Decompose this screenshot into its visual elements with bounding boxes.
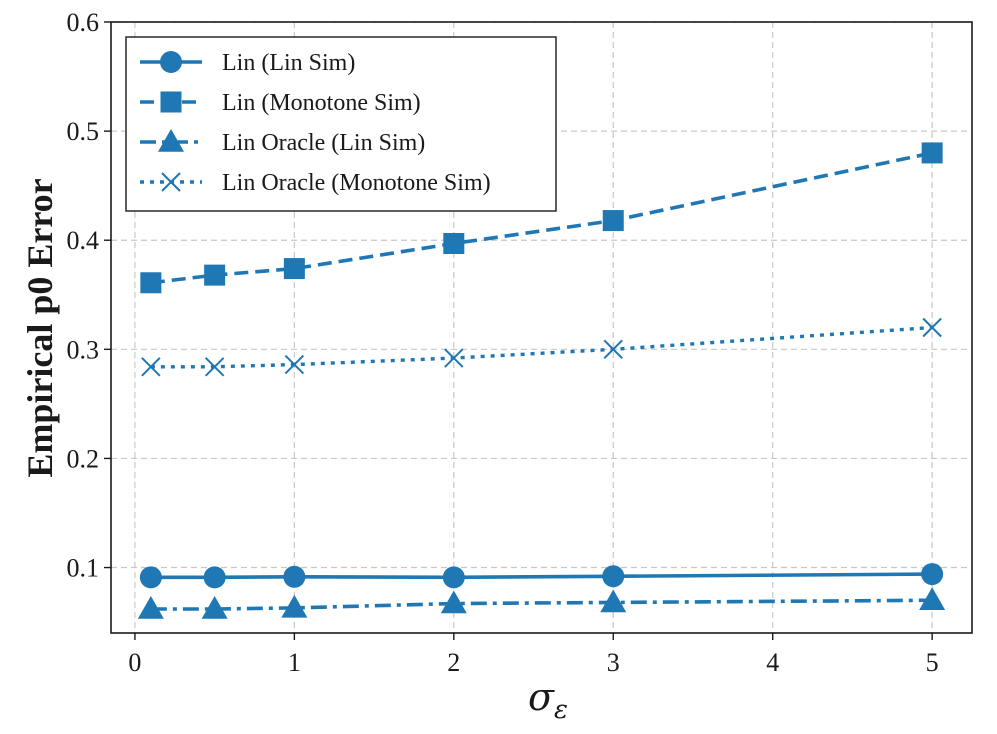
data-point (283, 258, 305, 280)
y-tick-label: 0.4 (67, 226, 100, 255)
y-tick-label: 0.1 (67, 554, 100, 583)
x-tick-label: 3 (607, 648, 620, 677)
data-point (204, 264, 226, 286)
legend-marker (160, 51, 182, 73)
gridlines (111, 21, 972, 633)
data-point (919, 587, 946, 611)
data-point (443, 232, 465, 254)
series-line (150, 325, 933, 369)
series-line (150, 598, 933, 611)
series-line (150, 572, 933, 580)
data-point (602, 565, 625, 588)
x-marker-stroke (603, 339, 623, 360)
data-point (921, 563, 944, 586)
x-tick-label: 1 (288, 648, 301, 677)
x-marker-stroke (922, 317, 942, 338)
data-point (140, 272, 162, 294)
y-tick-label: 0.3 (67, 335, 100, 364)
legend-marker (158, 129, 184, 152)
x-axis-label-subscript: ε (554, 695, 568, 725)
legend-label: Lin Oracle (Monotone Sim) (222, 170, 491, 196)
legend-marker (160, 91, 182, 113)
x-axis-label: σε (528, 675, 568, 725)
x-tick-label: 4 (766, 648, 779, 677)
data-point (444, 348, 464, 368)
data-point (442, 566, 465, 589)
x-marker-stroke (204, 357, 225, 377)
x-marker-stroke (284, 354, 305, 375)
x-marker-stroke (141, 357, 161, 377)
data-point (201, 595, 228, 619)
legend-label: Lin (Lin Sim) (222, 50, 355, 76)
plot-frame (110, 21, 973, 634)
y-axis-label: Empirical p0 Error (20, 178, 60, 477)
data-point (921, 142, 943, 164)
data-point (139, 566, 162, 589)
data-point (137, 595, 164, 619)
series-2 (137, 587, 946, 619)
data-point (283, 565, 306, 588)
legend-label: Lin (Monotone Sim) (222, 90, 421, 116)
axis-ticks: 0 1 2 3 4 5 0.1 0.2 0.3 0.4 0.5 0.6 (67, 8, 939, 677)
data-point (284, 354, 305, 375)
series-layer (137, 142, 946, 619)
x-marker-stroke (161, 172, 181, 192)
legend: Lin (Lin Sim) Lin (Monotone Sim) Lin Oracl… (125, 36, 557, 212)
y-tick-label: 0.5 (67, 117, 100, 146)
series-1 (140, 142, 943, 294)
data-point (141, 357, 161, 377)
series-3 (141, 317, 942, 377)
legend-item: Lin (Monotone Sim) (140, 90, 421, 116)
legend-item: Lin Oracle (Lin Sim) (140, 129, 425, 156)
x-tick-label: 5 (926, 648, 939, 677)
legend-marker (161, 172, 181, 192)
series-0 (139, 563, 944, 589)
legend-item: Lin (Lin Sim) (140, 50, 355, 76)
series-line (150, 151, 933, 285)
x-marker-stroke (444, 348, 464, 368)
data-point (203, 566, 226, 589)
x-tick-label: 0 (128, 648, 141, 677)
data-point (603, 339, 623, 360)
data-point (600, 589, 627, 613)
data-point (922, 317, 942, 338)
legend-item: Lin Oracle (Monotone Sim) (140, 170, 491, 196)
data-point (281, 594, 308, 618)
y-tick-label: 0.6 (67, 8, 100, 37)
data-point (204, 357, 225, 377)
legend-box (125, 36, 557, 212)
x-axis-label-main: σ (528, 675, 555, 719)
data-point (602, 210, 624, 232)
x-tick-label: 2 (447, 648, 460, 677)
data-point (440, 590, 467, 614)
legend-label: Lin Oracle (Lin Sim) (222, 130, 425, 156)
y-tick-label: 0.2 (67, 444, 100, 473)
